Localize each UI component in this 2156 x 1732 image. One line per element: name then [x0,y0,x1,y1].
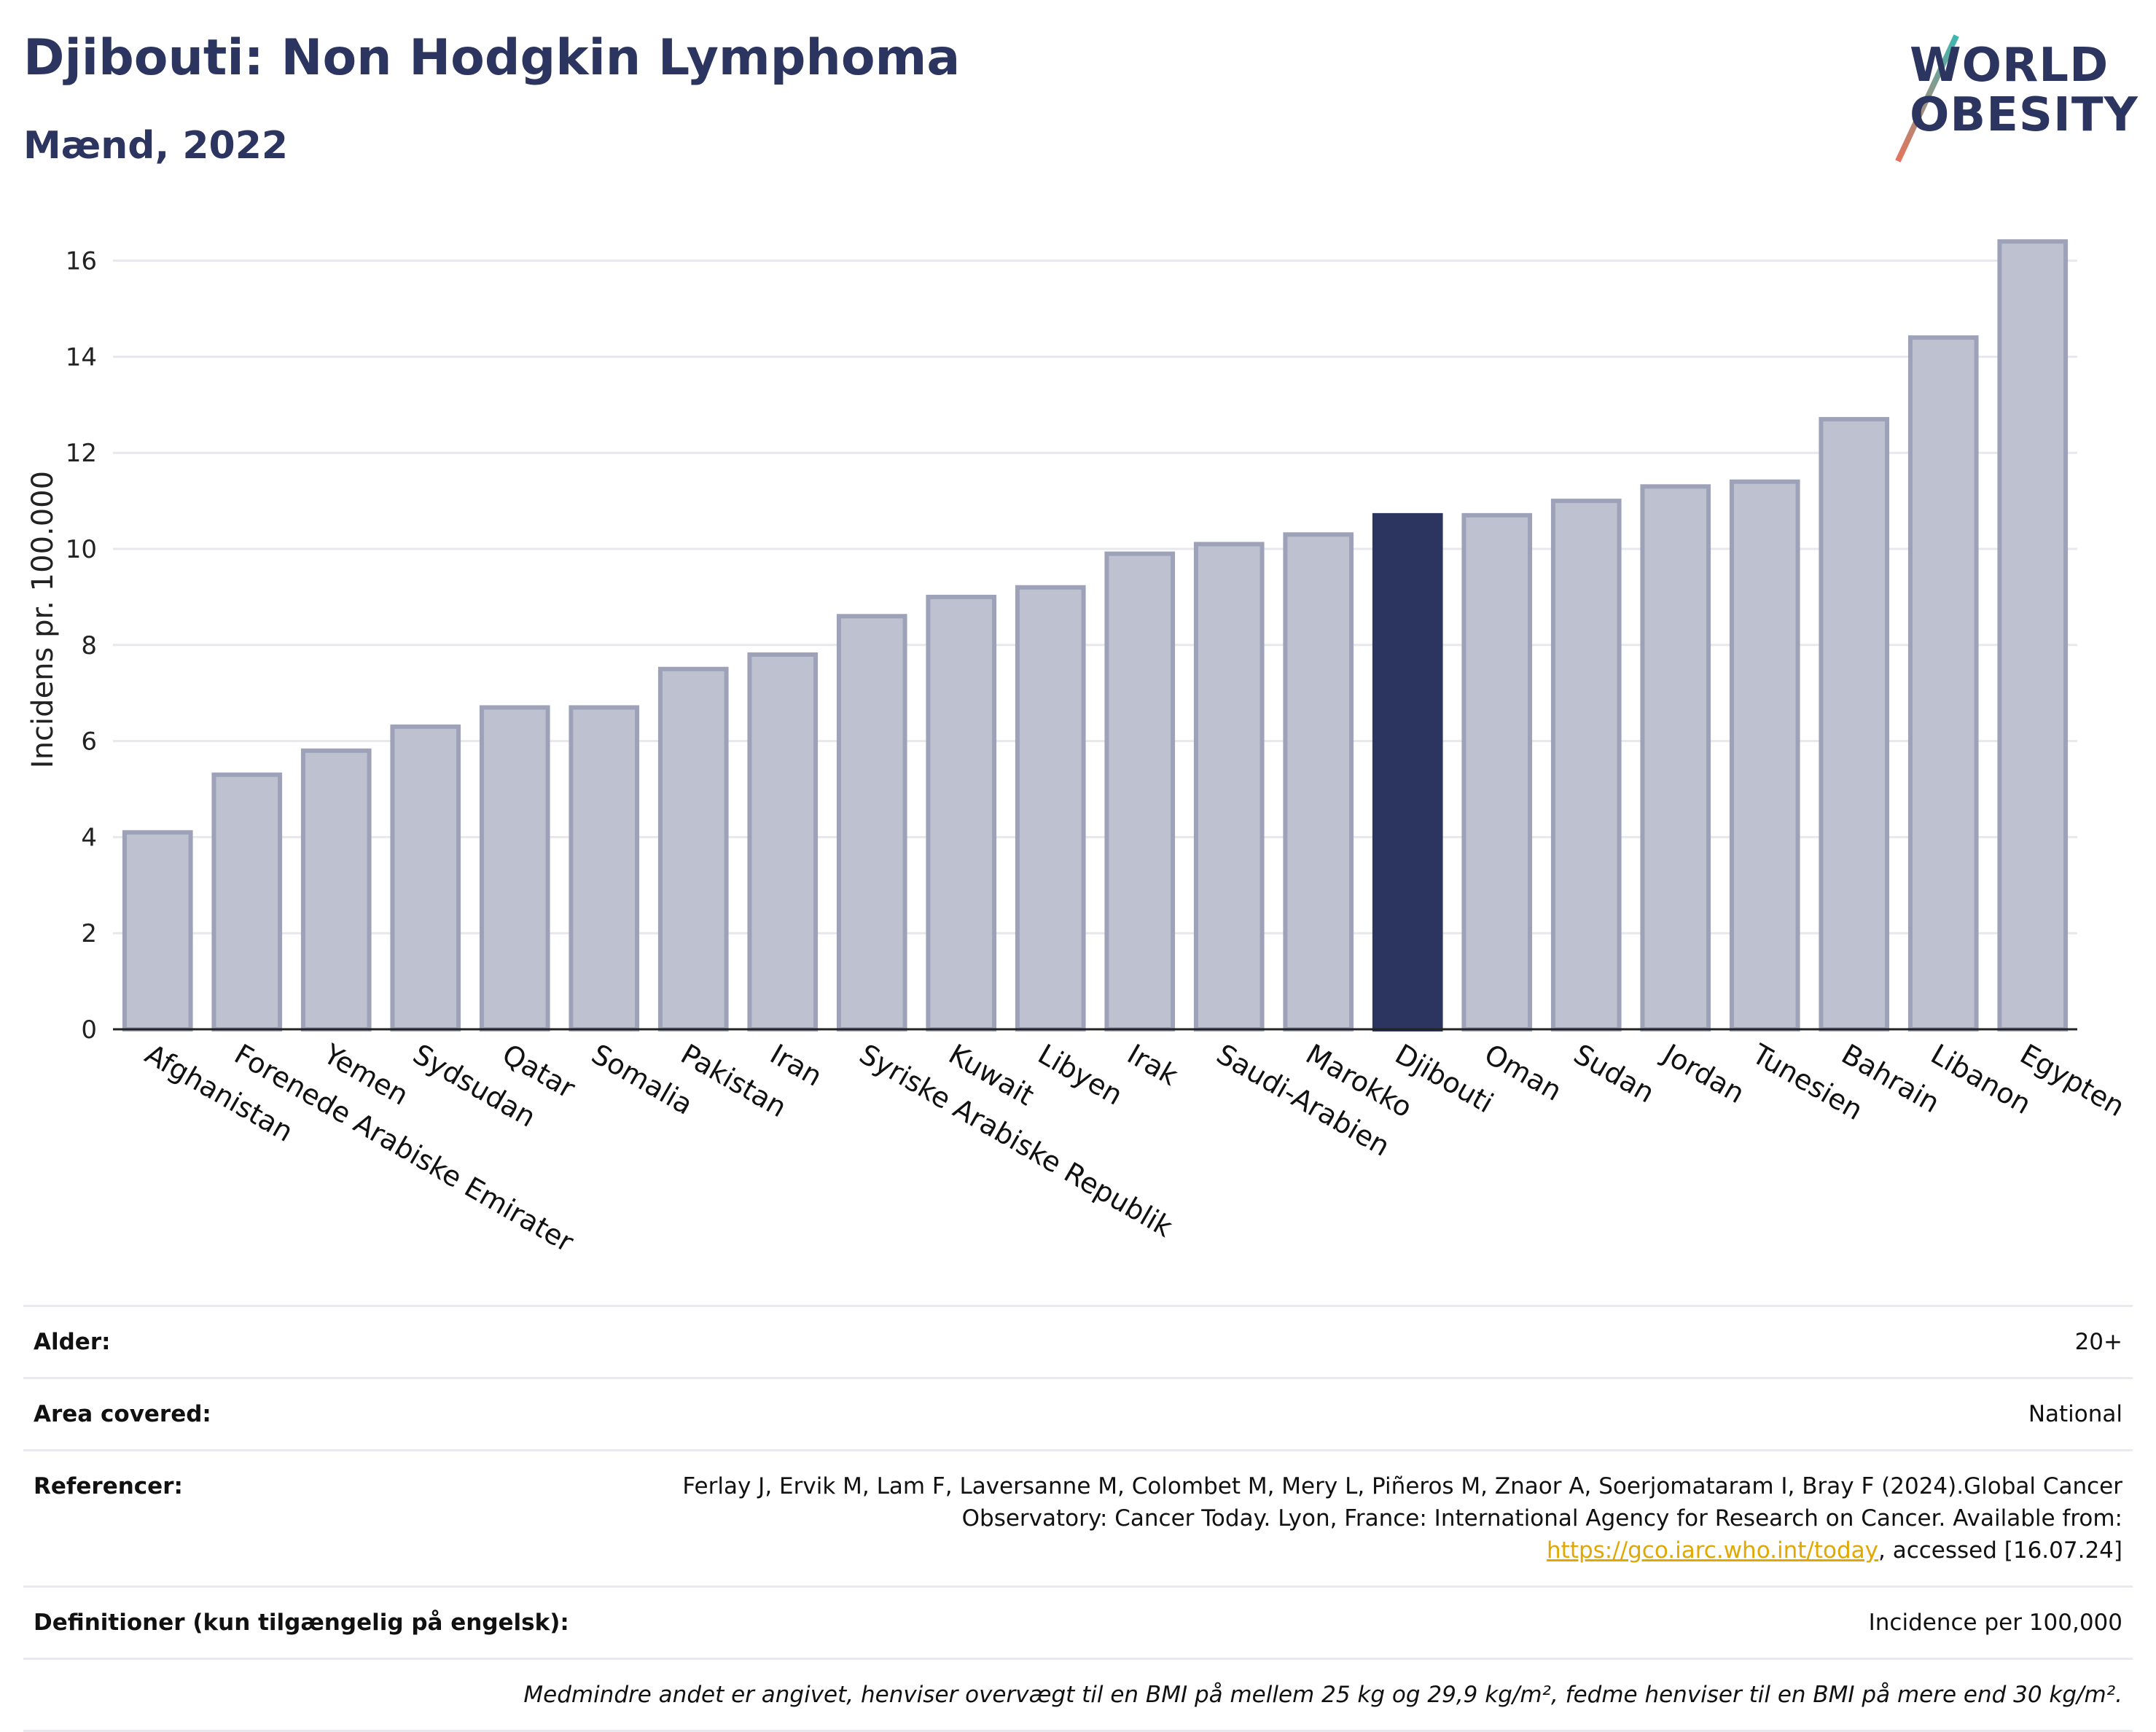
bar-bahrain [1819,417,1890,1031]
info-table: Alder: 20+ Area covered: National Refere… [23,1305,2133,1732]
y-tick-label: 6 [81,727,97,757]
logo-line-1: WORLD [1910,39,2109,93]
bar-jordan [1640,484,1711,1031]
y-tick-label: 4 [81,823,97,852]
bar-sudan [1550,499,1622,1031]
bar-syriske-arabiske-republik [836,614,907,1031]
info-row-note: Medmindre andet er angivet, henviser ove… [23,1660,2133,1732]
x-tick-label: Irak [1122,1038,1183,1092]
references-text-1: Ferlay J, Ervik M, Lam F, Laversanne M, … [682,1473,2122,1532]
definitions-label: Definitioner (kun tilgængelig på engelsk… [34,1610,569,1636]
footnote: Medmindre andet er angivet, henviser ove… [523,1682,2122,1708]
bar-irak [1104,551,1176,1031]
y-tick-label: 12 [66,439,97,468]
bars [122,239,2069,1032]
bar-libanon [1907,335,1979,1032]
references-value: Ferlay J, Ervik M, Lam F, Laversanne M, … [628,1470,2122,1567]
bar-kuwait [926,594,997,1031]
bar-iran [747,652,819,1031]
x-tick-label: Libyen [1033,1038,1128,1112]
page-title: Djibouti: Non Hodgkin Lymphoma [23,29,961,87]
y-tick-label: 16 [66,247,97,276]
x-tick-label: Egypten [2015,1038,2130,1123]
y-tick-label: 14 [66,343,97,372]
area-label: Area covered: [34,1401,211,1427]
logo-line-2: OBESITY [1910,88,2139,142]
bar-pakistan [657,666,729,1031]
info-row-references: Referencer: Ferlay J, Ervik M, Lam F, La… [23,1451,2133,1588]
bar-oman [1461,512,1533,1031]
bar-afghanistan [122,830,193,1032]
age-value: 20+ [2074,1329,2122,1355]
bar-tunesien [1729,479,1800,1031]
y-tick-label: 10 [66,535,97,564]
bar-forenede-arabiske-emirater [211,772,283,1031]
bar-sydsudan [390,724,461,1032]
x-tick-label: Jordan [1657,1037,1750,1110]
world-obesity-logo: WORLD OBESITY [1895,22,2143,163]
y-axis-label: Incidens pr. 100.000 [26,471,60,768]
references-text-2: , accessed [16.07.24] [1878,1537,2122,1564]
info-row-definitions: Definitioner (kun tilgængelig på engelsk… [23,1588,2133,1660]
definitions-value: Incidence per 100,000 [1868,1610,2122,1636]
bar-marokko [1283,532,1354,1031]
x-tick-label: Sudan [1569,1038,1660,1109]
y-tick-label: 0 [81,1015,97,1045]
references-link[interactable]: https://gco.iarc.who.int/today [1547,1537,1878,1564]
y-tick-label: 8 [81,631,97,660]
references-label: Referencer: [34,1473,183,1499]
bar-djibouti [1372,512,1443,1031]
x-tick-label: Libanon [1926,1038,2036,1120]
y-tick-label: 2 [81,919,97,948]
bar-somalia [569,705,640,1031]
y-tick-labels: 0 2 4 6 8 10 12 14 16 [66,247,97,1045]
age-label: Alder: [34,1329,111,1355]
area-value: National [2028,1401,2122,1427]
bar-qatar [479,705,550,1031]
page-subtitle: Mænd, 2022 [23,124,289,168]
bar-yemen [300,748,372,1032]
bar-egypten [1997,239,2069,1031]
bar-saudi-arabien [1193,542,1265,1031]
bar-libyen [1015,585,1086,1031]
info-row-area: Area covered: National [23,1379,2133,1451]
x-tick-label: Somalia [586,1038,698,1121]
x-tick-label: Iran [765,1038,827,1093]
info-row-age: Alder: 20+ [23,1307,2133,1379]
